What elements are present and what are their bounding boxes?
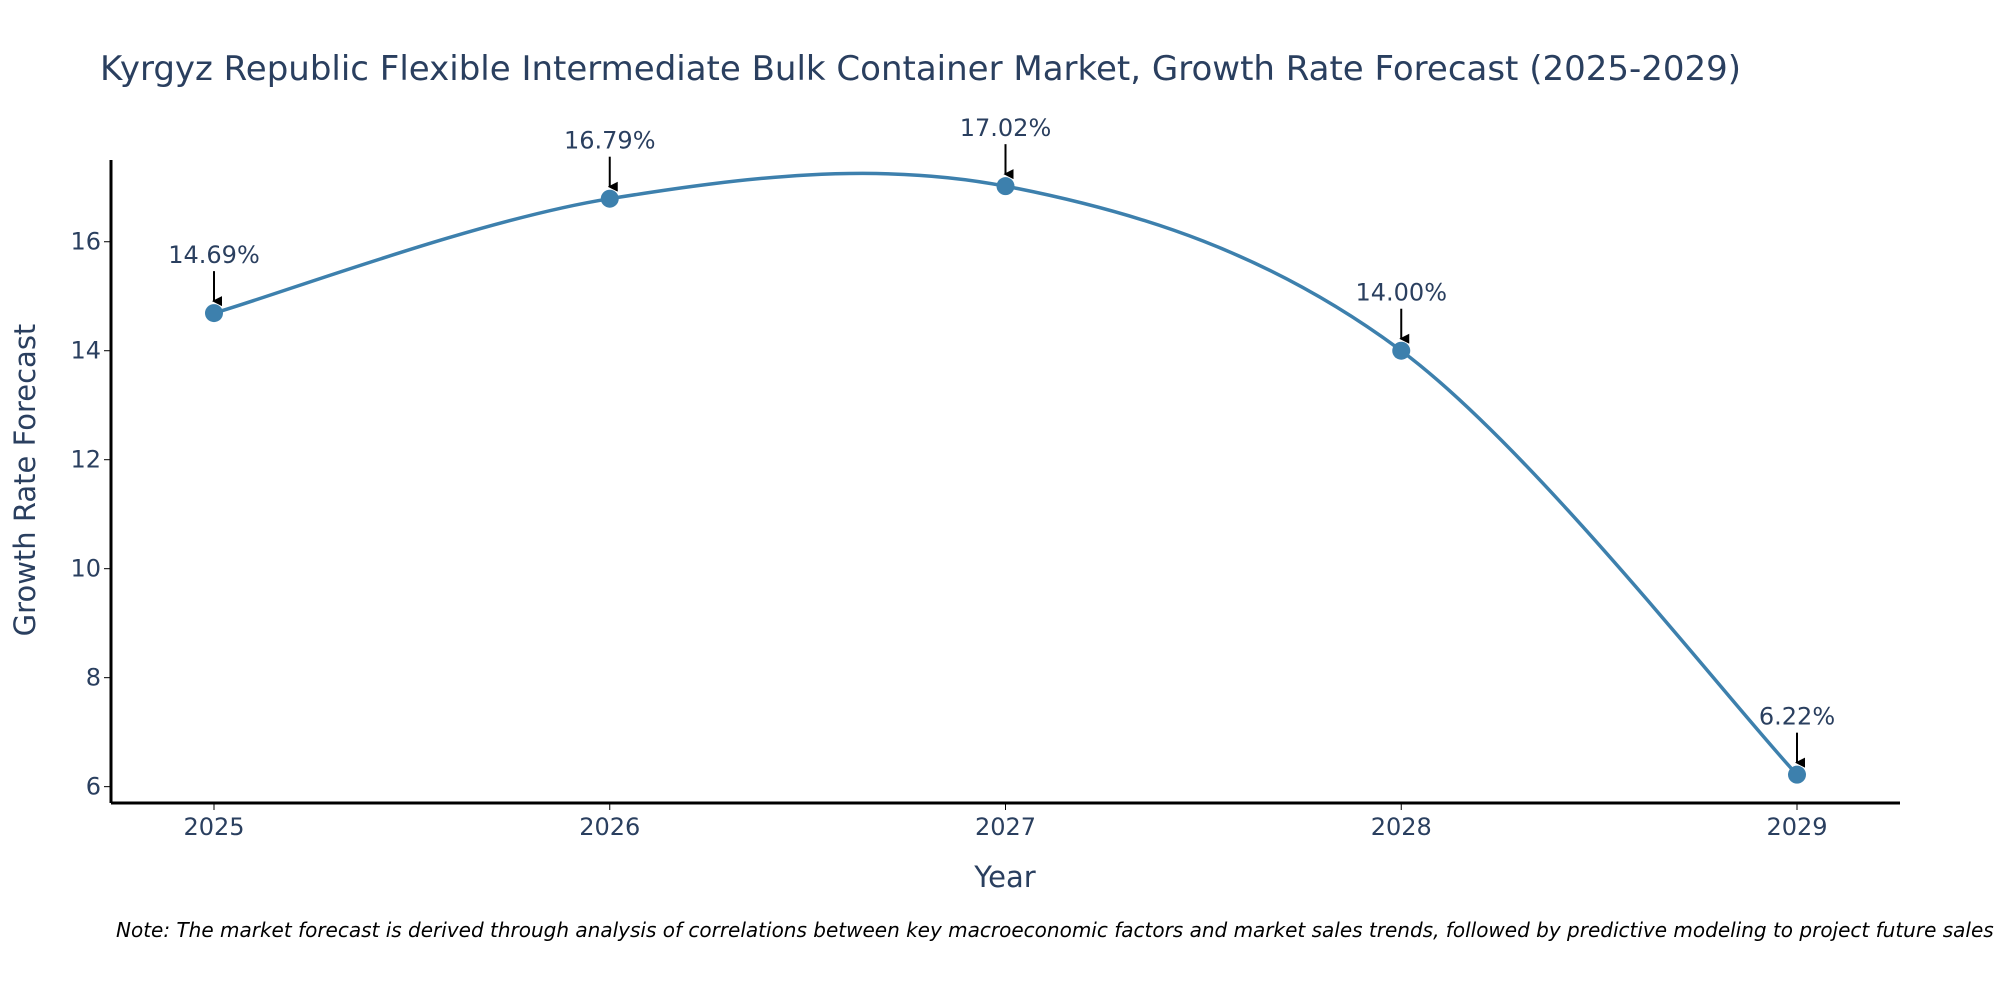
footnote: Note: The market forecast is derived thr… [116, 918, 1994, 942]
data-points [205, 177, 1806, 784]
y-tick-label: 10 [70, 555, 101, 583]
x-tick-label: 2025 [183, 813, 244, 841]
y-tick-label: 8 [86, 664, 101, 692]
x-tick-label: 2027 [975, 813, 1036, 841]
chart-title: Kyrgyz Republic Flexible Intermediate Bu… [100, 49, 1741, 89]
y-tick-label: 16 [70, 228, 101, 256]
data-label: 14.00% [1355, 279, 1447, 307]
data-point [205, 304, 223, 323]
y-tick-label: 12 [70, 446, 101, 474]
x-axis-ticks: 2025 2026 2027 2028 2029 [183, 803, 1828, 841]
series-line [213, 171, 1799, 776]
x-tick-label: 2026 [579, 813, 640, 841]
data-label: 14.69% [168, 241, 260, 269]
data-labels: 14.69% 16.79% 17.02% 14.00% 6.22% [168, 114, 1835, 768]
data-label: 17.02% [960, 114, 1052, 142]
y-tick-label: 14 [70, 337, 101, 365]
y-axis-title: Growth Rate Forecast [8, 324, 42, 637]
x-tick-label: 2028 [1371, 813, 1432, 841]
data-label: 16.79% [564, 127, 656, 155]
data-point [600, 189, 619, 208]
x-tick-label: 2029 [1766, 813, 1827, 841]
x-axis-title: Year [973, 860, 1035, 894]
data-point [996, 177, 1015, 196]
data-point [1392, 341, 1411, 360]
data-point [1788, 765, 1806, 784]
y-axis-ticks: 6 8 10 12 14 16 [70, 228, 111, 801]
data-label: 6.22% [1759, 703, 1835, 731]
y-tick-label: 6 [86, 773, 101, 801]
